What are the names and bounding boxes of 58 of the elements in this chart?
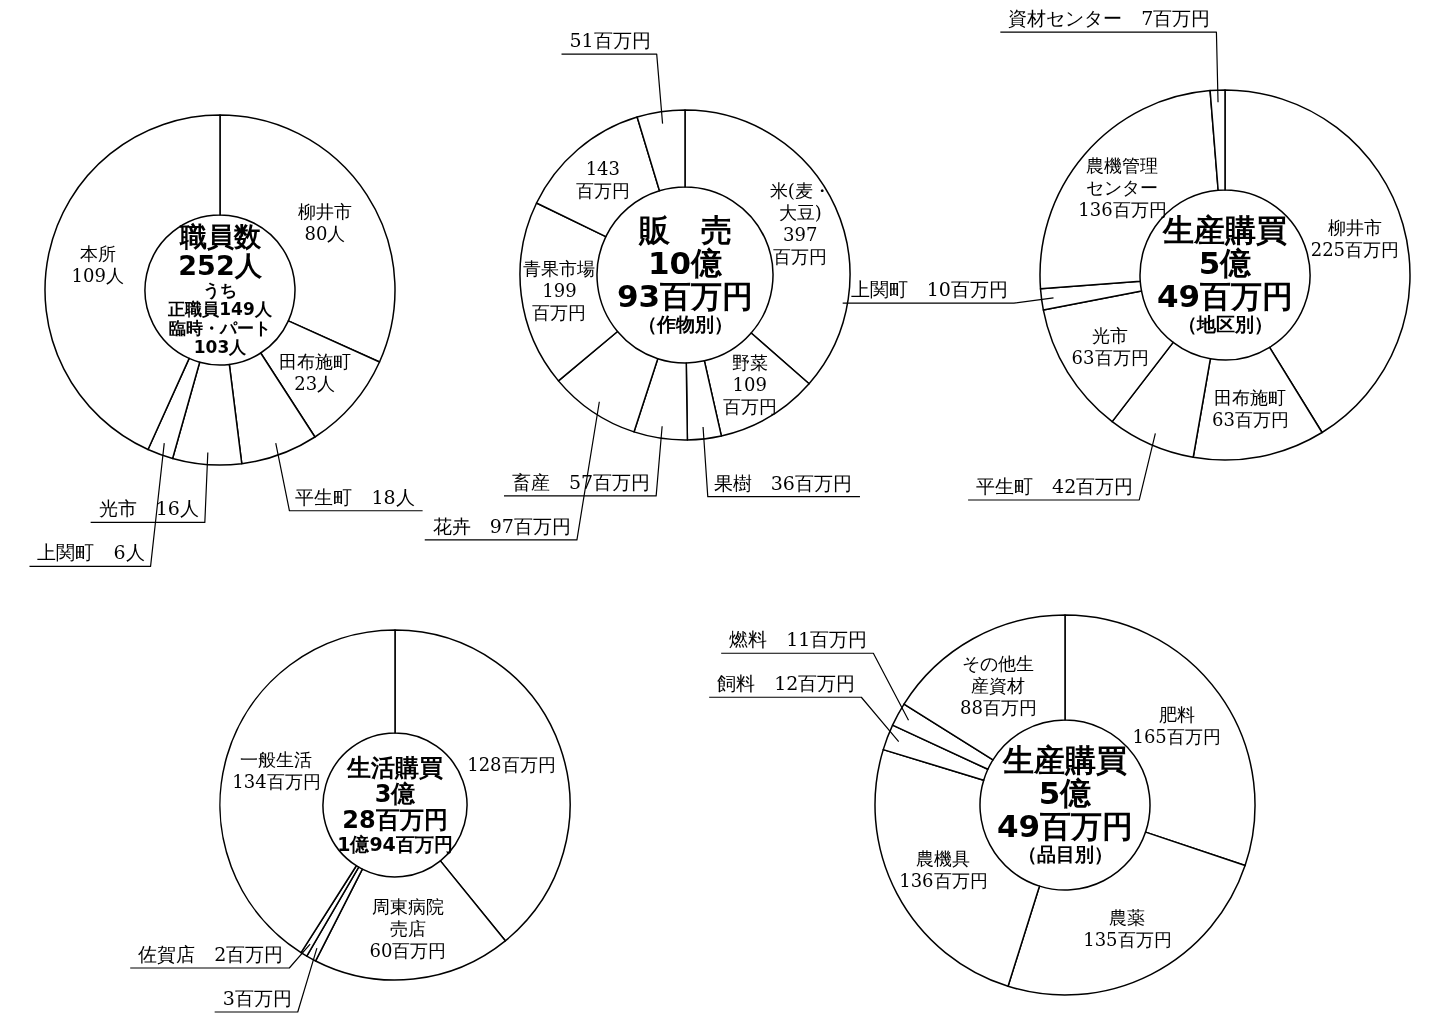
data-label: 136百万円 (899, 870, 988, 892)
slice-label: 周東病院売店 (372, 895, 445, 939)
slice-label: 田布施町 (1214, 386, 1287, 408)
slice-label: 米(麦・大豆) (769, 179, 831, 223)
text: 職員数 (178, 220, 262, 252)
slice-label: 佐賀店 2百万円 (138, 943, 284, 965)
slice-label: 肥料 (1158, 703, 1195, 725)
text: （品目別） (1017, 843, 1113, 866)
data-label: 199百万円 (532, 280, 587, 324)
data-label: 143百万円 (575, 157, 630, 201)
slice-label: 平生町 18人 (295, 485, 415, 508)
data-label: 134百万円 (232, 771, 321, 793)
slice-label: 果樹 36百万円 (713, 471, 852, 494)
data-label: 135百万円 (1083, 928, 1172, 950)
data-label: 109人 (71, 264, 124, 286)
data-label: 225百万円 (1310, 239, 1400, 261)
text: うち (203, 280, 237, 301)
slice-label: 資材センター 7百万円 (1008, 7, 1211, 30)
slice-label: その他生産資材 (962, 652, 1035, 696)
slice-label: 本所 (79, 242, 116, 264)
slice-label: 青果市場 (523, 258, 596, 280)
slice-label: 上関町 10百万円 (850, 278, 1008, 301)
data-label: 60百万円 (369, 939, 447, 961)
slice-label: 光市 16人 (98, 497, 199, 520)
slice-label: 農機具 (916, 848, 971, 870)
slice-label: 野菜 (731, 351, 768, 373)
slice-label: 燃料 11百万円 (729, 628, 868, 651)
data-label: 88百万円 (959, 696, 1037, 718)
slice-label: 平生町 42百万円 (976, 474, 1134, 497)
data-label: 3百万円 (222, 987, 292, 1009)
text: 正職員149人 (167, 299, 273, 320)
text: 103人 (193, 337, 248, 358)
text: （作物別） (637, 313, 733, 336)
slice-label: 農薬 (1109, 906, 1146, 928)
slice-label: 飼料 12百万円 (717, 672, 856, 695)
slice-label: 光市 (1092, 324, 1129, 346)
text: 臨時・パート (169, 318, 271, 339)
data-label: 63百万円 (1071, 346, 1149, 368)
text: 3億 28百万円 (342, 779, 448, 834)
data-label: 128百万円 (467, 753, 556, 775)
data-label: 109百万円 (722, 373, 777, 417)
slice-label: 一般生活 (240, 749, 313, 771)
data-label: 80人 (304, 223, 346, 245)
slice-label: 田布施町 (278, 350, 351, 372)
slice-label: 農機管理センター (1086, 155, 1159, 199)
data-label: 165百万円 (1132, 725, 1221, 747)
data-label: 397百万円 (773, 223, 828, 267)
slice-label: 上関町 6人 (37, 541, 145, 564)
text: 生活購買 (346, 753, 443, 782)
text: 10億 93百万円 (616, 245, 754, 315)
data-label: 23人 (294, 372, 336, 394)
data-label: 63百万円 (1212, 408, 1289, 430)
slice-label: 柳井市 (1327, 217, 1382, 239)
slice-label: 柳井市 (298, 201, 352, 223)
text: 1億94百万円 (337, 832, 453, 855)
data-label: 51百万円 (569, 29, 651, 52)
slice-label: 花卉 97百万円 (432, 514, 571, 537)
text: （地区別） (1177, 313, 1273, 336)
